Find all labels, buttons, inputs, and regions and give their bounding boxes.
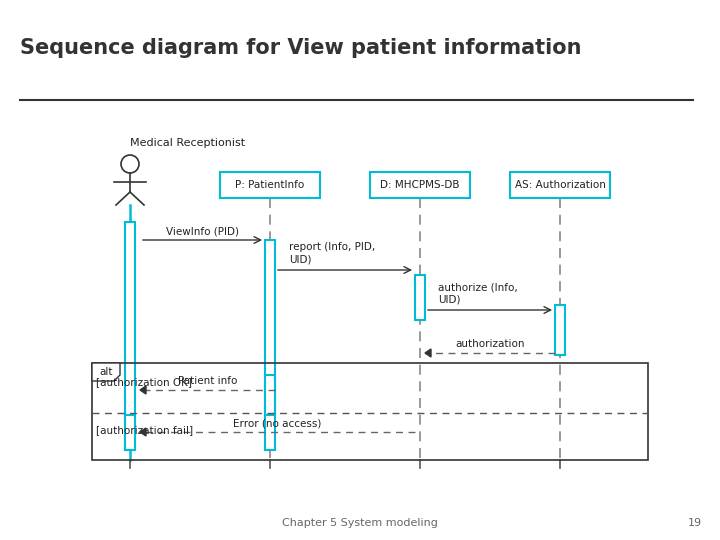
- Text: UID): UID): [438, 294, 461, 304]
- Bar: [220, 172, 320, 198]
- Text: [authorization fail]: [authorization fail]: [96, 425, 193, 435]
- Text: 19: 19: [688, 518, 702, 528]
- Bar: [125, 415, 135, 450]
- Text: authorization: authorization: [455, 339, 525, 349]
- Text: Sequence diagram for View patient information: Sequence diagram for View patient inform…: [20, 38, 582, 58]
- Text: Medical Receptionist: Medical Receptionist: [130, 138, 245, 148]
- Text: ViewInfo (PID): ViewInfo (PID): [166, 226, 239, 236]
- Polygon shape: [140, 428, 146, 436]
- Bar: [125, 222, 135, 450]
- Text: [authorization OK]: [authorization OK]: [96, 377, 192, 387]
- Bar: [92, 363, 648, 460]
- Bar: [265, 375, 275, 415]
- Text: UID): UID): [289, 254, 312, 264]
- Bar: [510, 172, 610, 198]
- Text: P: PatientInfo: P: PatientInfo: [235, 180, 305, 190]
- Text: AS: Authorization: AS: Authorization: [515, 180, 606, 190]
- Text: authorize (Info,: authorize (Info,: [438, 282, 518, 292]
- Polygon shape: [425, 349, 431, 357]
- Text: Error (no access): Error (no access): [233, 418, 322, 428]
- Text: alt: alt: [99, 367, 113, 377]
- Text: Patient info: Patient info: [178, 376, 237, 386]
- Text: Chapter 5 System modeling: Chapter 5 System modeling: [282, 518, 438, 528]
- Bar: [370, 172, 470, 198]
- Bar: [415, 275, 425, 320]
- Polygon shape: [92, 363, 120, 381]
- Bar: [555, 305, 565, 355]
- Text: report (Info, PID,: report (Info, PID,: [289, 242, 375, 252]
- Text: D: MHCPMS-DB: D: MHCPMS-DB: [380, 180, 460, 190]
- Bar: [265, 240, 275, 450]
- Polygon shape: [140, 386, 146, 394]
